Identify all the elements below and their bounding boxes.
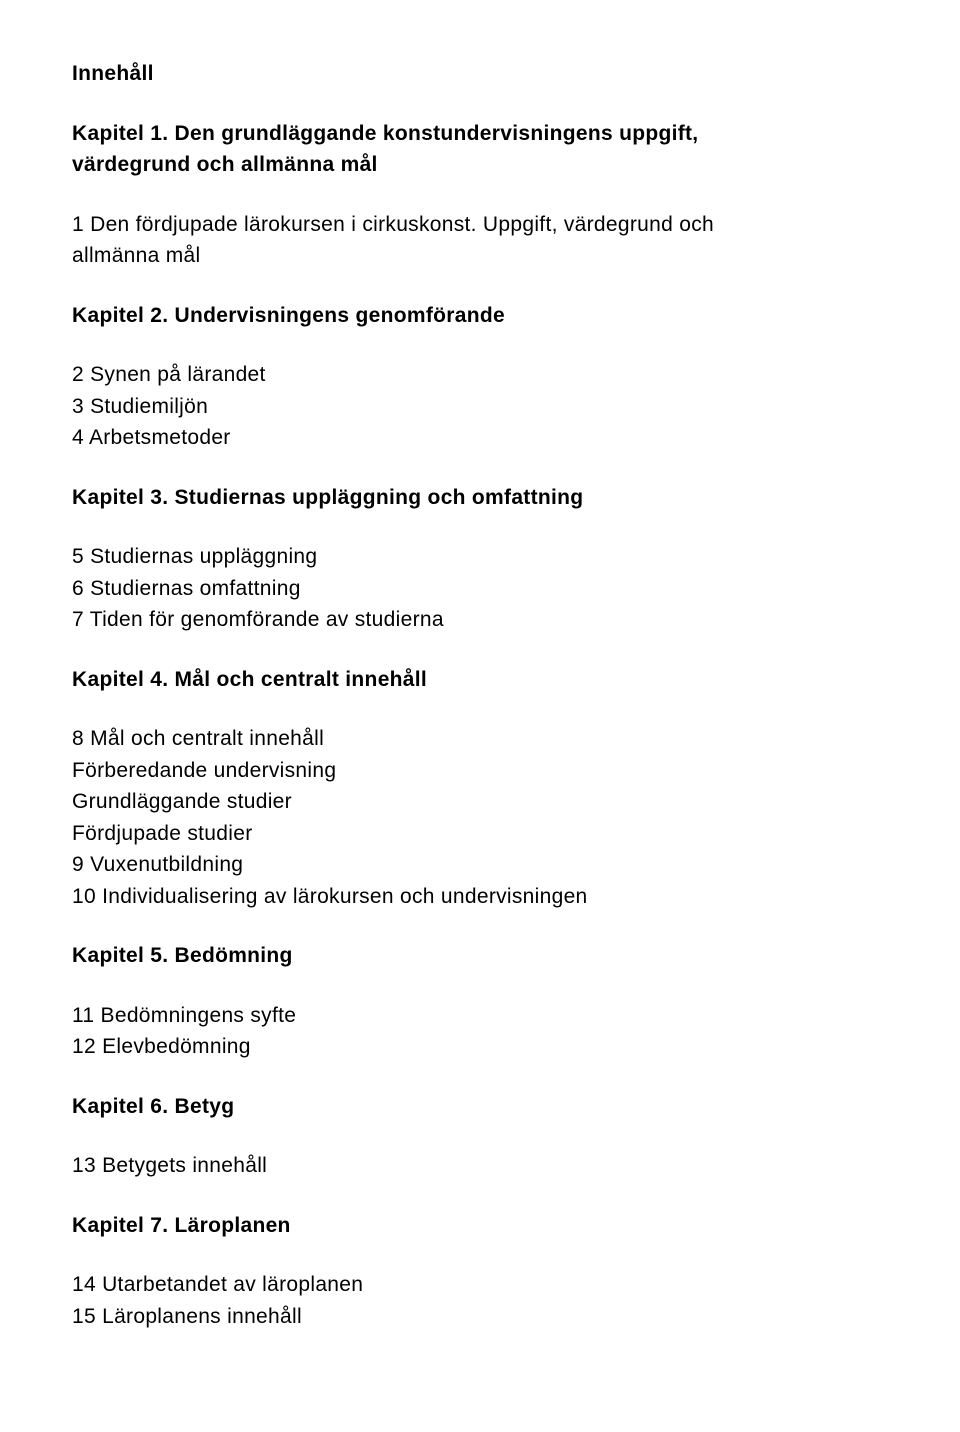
chapter-4-title: Kapitel 4. Mål och centralt innehåll bbox=[72, 664, 888, 696]
chapter-1-item-1-line1: 1 Den fördjupade lärokursen i cirkuskons… bbox=[72, 209, 888, 241]
chapter-6-title: Kapitel 6. Betyg bbox=[72, 1091, 888, 1123]
chapter-3-item-2: 6 Studiernas omfattning bbox=[72, 573, 888, 605]
chapter-1-title-line2: värdegrund och allmänna mål bbox=[72, 149, 888, 181]
chapter-4-item-2: Förberedande undervisning bbox=[72, 755, 888, 787]
chapter-1-title-line1: Kapitel 1. Den grundläggande konstunderv… bbox=[72, 118, 888, 150]
chapter-3-item-3: 7 Tiden för genomförande av studierna bbox=[72, 604, 888, 636]
chapter-1-item-1-line2: allmänna mål bbox=[72, 240, 888, 272]
chapter-7-title: Kapitel 7. Läroplanen bbox=[72, 1210, 888, 1242]
chapter-2-item-3: 4 Arbetsmetoder bbox=[72, 422, 888, 454]
chapter-4-item-4: Fördjupade studier bbox=[72, 818, 888, 850]
chapter-2-title: Kapitel 2. Undervisningens genomförande bbox=[72, 300, 888, 332]
chapter-6-item-1: 13 Betygets innehåll bbox=[72, 1150, 888, 1182]
chapter-2-item-2: 3 Studiemiljön bbox=[72, 391, 888, 423]
chapter-7-item-1: 14 Utarbetandet av läroplanen bbox=[72, 1269, 888, 1301]
chapter-3-item-1: 5 Studiernas uppläggning bbox=[72, 541, 888, 573]
chapter-4-item-3: Grundläggande studier bbox=[72, 786, 888, 818]
page-header: Innehåll bbox=[72, 58, 888, 90]
chapter-5-title: Kapitel 5. Bedömning bbox=[72, 940, 888, 972]
chapter-4-item-1: 8 Mål och centralt innehåll bbox=[72, 723, 888, 755]
chapter-4-item-5: 9 Vuxenutbildning bbox=[72, 849, 888, 881]
chapter-2-item-1: 2 Synen på lärandet bbox=[72, 359, 888, 391]
chapter-5-item-1: 11 Bedömningens syfte bbox=[72, 1000, 888, 1032]
chapter-5-item-2: 12 Elevbedömning bbox=[72, 1031, 888, 1063]
chapter-7-item-2: 15 Läroplanens innehåll bbox=[72, 1301, 888, 1333]
chapter-3-title: Kapitel 3. Studiernas uppläggning och om… bbox=[72, 482, 888, 514]
chapter-4-item-6: 10 Individualisering av lärokursen och u… bbox=[72, 881, 888, 913]
